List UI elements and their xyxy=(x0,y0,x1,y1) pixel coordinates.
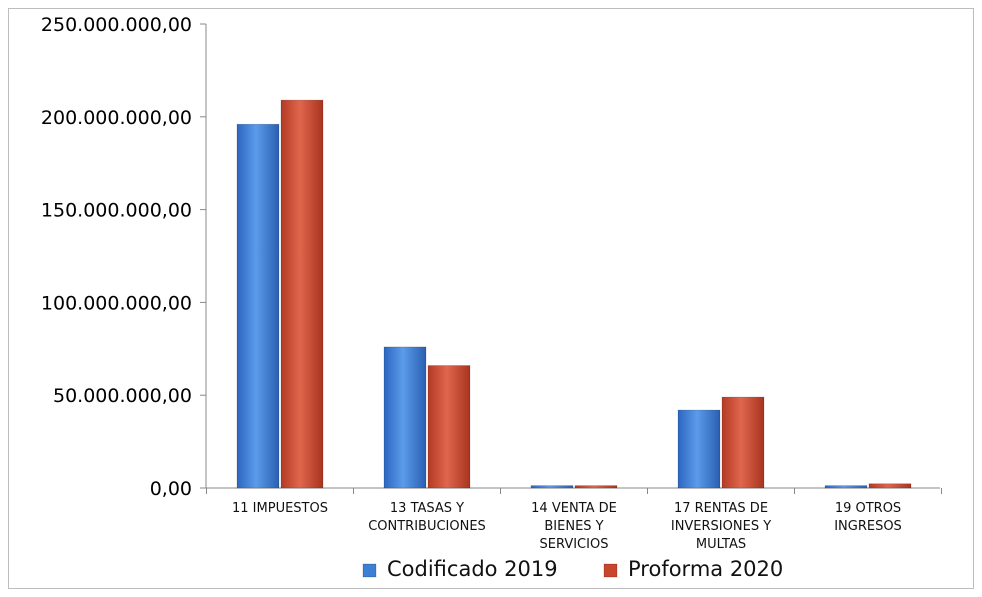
y-tick-label: 50.000.000,00 xyxy=(53,385,192,407)
legend: Codificado 2019 Proforma 2020 xyxy=(362,557,783,581)
y-tick-label: 150.000.000,00 xyxy=(41,200,192,222)
bar-codificado-2019 xyxy=(824,485,868,489)
bars xyxy=(236,99,912,489)
bar-proforma-2020 xyxy=(868,483,912,489)
bar-proforma-2020 xyxy=(280,99,324,489)
bar-codificado-2019 xyxy=(677,409,721,489)
bar-codificado-2019 xyxy=(383,346,427,489)
y-axis: 0,00 50.000.000,00 100.000.000,00 150.000.0… xyxy=(41,14,207,500)
bar-codificado-2019 xyxy=(236,123,280,489)
legend-swatch xyxy=(603,563,618,578)
x-tick-label: 11 IMPUESTOS xyxy=(232,501,328,516)
y-tick-label: 250.000.000,00 xyxy=(41,14,192,36)
x-axis: 11 IMPUESTOS 13 TASAS Y CONTRIBUCIONES 14 V… xyxy=(206,487,942,552)
bar-codificado-2019 xyxy=(530,485,574,489)
x-tick-label: 14 VENTA DE BIENES Y SERVICIOS xyxy=(531,501,617,552)
x-tick-label: 17 RENTAS DE INVERSIONES Y MULTAS xyxy=(671,501,771,552)
bar-proforma-2020 xyxy=(574,485,618,489)
chart-border xyxy=(8,8,974,589)
y-tick-label: 100.000.000,00 xyxy=(41,292,192,314)
x-tick-label: 13 TASAS Y CONTRIBUCIONES xyxy=(368,501,486,534)
legend-swatch xyxy=(362,563,377,578)
legend-label: Codificado 2019 xyxy=(387,557,558,581)
bar-proforma-2020 xyxy=(721,396,765,489)
legend-label: Proforma 2020 xyxy=(628,557,783,581)
bar-proforma-2020 xyxy=(427,365,471,489)
y-tick-label: 0,00 xyxy=(150,478,192,500)
y-tick-label: 200.000.000,00 xyxy=(41,107,192,129)
x-tick-label: 19 OTROS INGRESOS xyxy=(834,501,902,534)
